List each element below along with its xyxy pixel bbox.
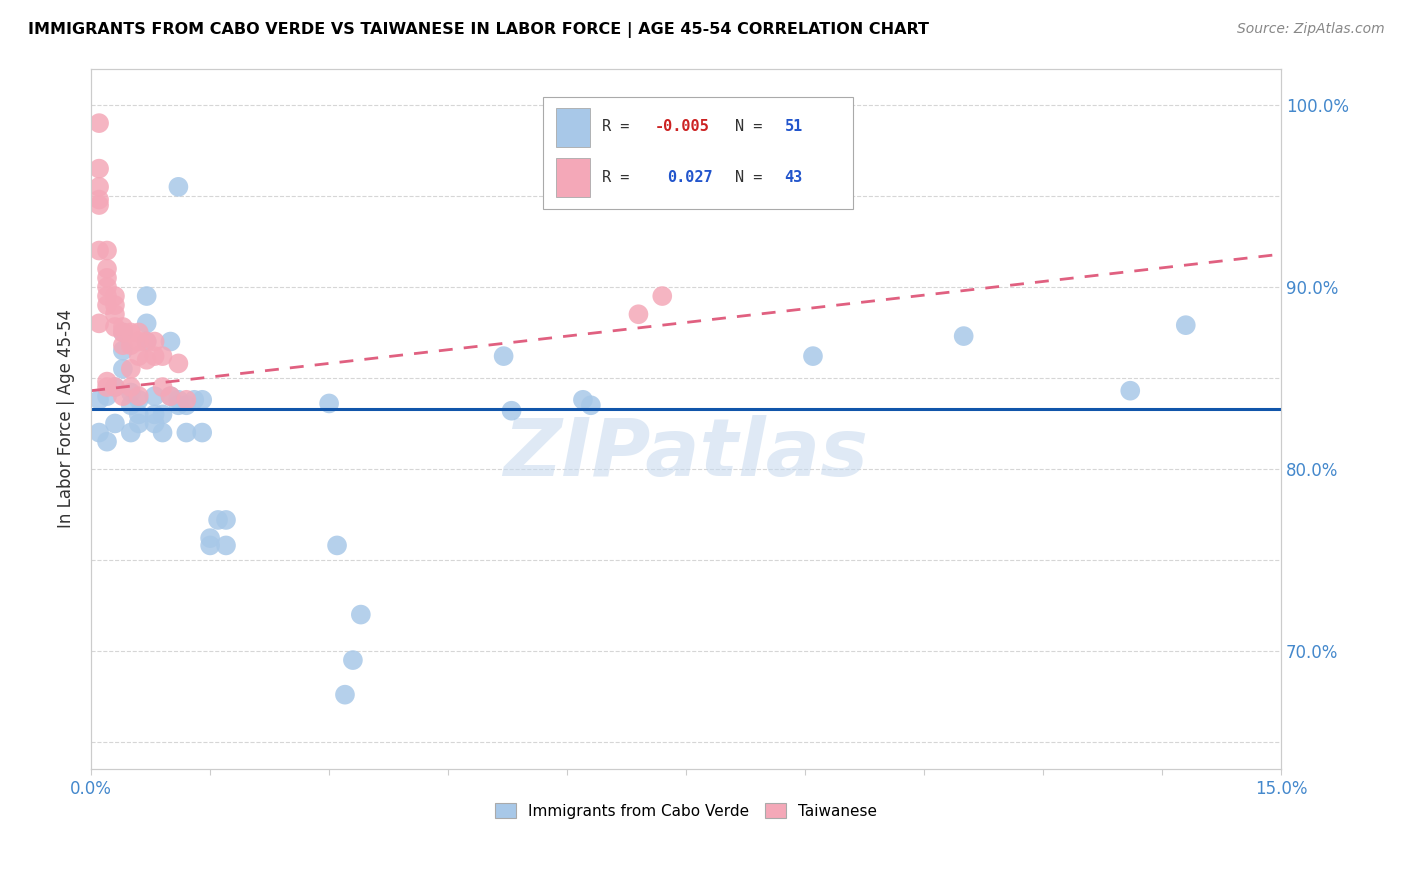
Point [198,531,221,545]
Point [96,375,118,389]
Point [128,326,150,340]
Point [96,244,118,258]
Point [207,513,229,527]
Point [326,538,349,552]
Point [342,653,364,667]
Point [96,289,118,303]
Point [198,538,221,552]
Point [492,349,515,363]
Point [135,289,157,303]
Point [87,392,110,407]
Point [627,307,650,321]
Point [152,349,174,363]
Point [111,362,134,376]
Text: IMMIGRANTS FROM CABO VERDE VS TAIWANESE IN LABOR FORCE | AGE 45-54 CORRELATION C: IMMIGRANTS FROM CABO VERDE VS TAIWANESE … [28,22,929,38]
Point [87,193,110,207]
Point [318,396,340,410]
Point [128,389,150,403]
Point [104,417,127,431]
Point [87,179,110,194]
Point [120,385,142,400]
Point [350,607,373,622]
Point [152,425,174,440]
Point [135,334,157,349]
Point [96,389,118,403]
Point [159,389,181,403]
Point [159,389,181,403]
Point [952,329,974,343]
Point [87,198,110,212]
Point [111,343,134,358]
Point [191,425,214,440]
Point [96,261,118,276]
Point [120,398,142,412]
Point [176,425,198,440]
Point [128,334,150,349]
Point [87,161,110,176]
Point [128,392,150,407]
Point [120,338,142,352]
Point [104,289,127,303]
Text: Source: ZipAtlas.com: Source: ZipAtlas.com [1237,22,1385,37]
Point [87,425,110,440]
Point [128,417,150,431]
Point [501,403,523,417]
Point [96,298,118,312]
Point [159,334,181,349]
Point [128,408,150,422]
Point [572,392,595,407]
Point [96,280,118,294]
Point [167,392,190,407]
Point [120,380,142,394]
Point [801,349,824,363]
Point [143,349,166,363]
Point [215,513,238,527]
Point [96,434,118,449]
Point [1119,384,1142,398]
Point [111,326,134,340]
Point [87,244,110,258]
Y-axis label: In Labor Force | Age 45-54: In Labor Force | Age 45-54 [58,310,75,528]
Point [183,392,205,407]
Point [87,317,110,331]
Point [96,270,118,285]
Point [120,425,142,440]
Point [111,338,134,352]
Point [167,356,190,370]
Point [579,398,602,412]
Point [167,398,190,412]
Point [111,389,134,403]
Point [143,417,166,431]
Point [104,298,127,312]
Point [128,349,150,363]
Point [135,352,157,367]
Point [143,389,166,403]
Point [143,334,166,349]
Point [152,380,174,394]
Point [87,116,110,130]
Point [215,538,238,552]
Point [120,362,142,376]
Point [143,408,166,422]
Point [176,392,198,407]
Point [333,688,356,702]
Point [104,320,127,334]
Point [104,380,127,394]
Point [104,380,127,394]
Point [96,380,118,394]
Point [135,317,157,331]
Legend: Immigrants from Cabo Verde, Taiwanese: Immigrants from Cabo Verde, Taiwanese [489,797,883,825]
Point [135,334,157,349]
Point [167,179,190,194]
Point [104,307,127,321]
Point [191,392,214,407]
Point [111,326,134,340]
Point [120,326,142,340]
Point [152,408,174,422]
Point [176,398,198,412]
Point [1174,318,1197,333]
Text: ZIPatlas: ZIPatlas [503,415,869,493]
Point [651,289,673,303]
Point [111,320,134,334]
